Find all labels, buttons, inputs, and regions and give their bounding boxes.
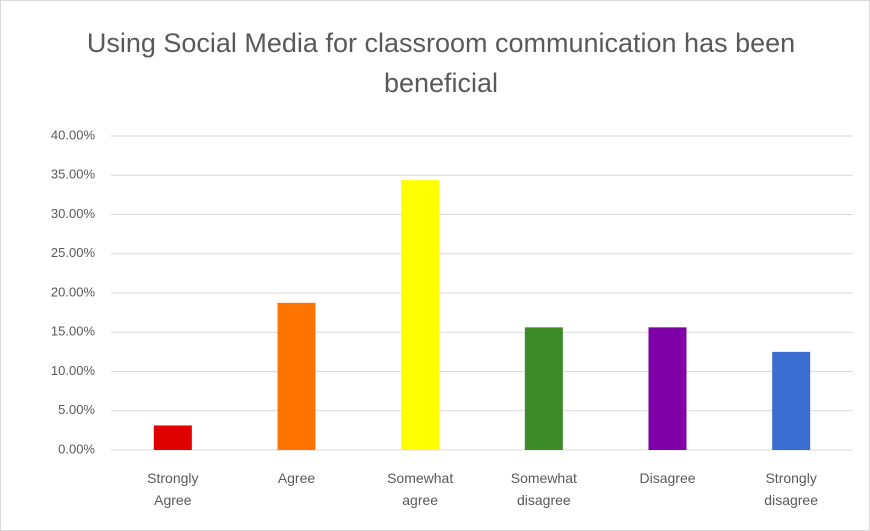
x-tick-label: Somewhat disagree [510, 470, 577, 508]
x-tick-label: Agree [277, 470, 316, 486]
x-tick-label: Disagree [639, 470, 696, 486]
y-tick-label: 30.00% [51, 206, 96, 221]
y-tick-label: 0.00% [58, 441, 95, 456]
x-tick-label: Somewhat agree [387, 470, 454, 508]
bar [524, 327, 563, 450]
chart-title: Using Social Media for classroom communi… [86, 28, 796, 98]
bar [153, 425, 192, 450]
bar [401, 180, 440, 450]
y-tick-label: 40.00% [51, 127, 96, 142]
bar [772, 351, 811, 450]
y-tick-label: 35.00% [51, 167, 96, 182]
y-tick-label: 25.00% [51, 245, 96, 260]
x-tick-label: Strongly Agree [147, 470, 199, 508]
bar [648, 327, 687, 450]
y-tick-label: 10.00% [51, 363, 96, 378]
y-tick-label: 15.00% [51, 324, 96, 339]
x-tick-label: Strongly disagree [764, 470, 818, 508]
y-tick-label: 5.00% [58, 402, 95, 417]
y-tick-label: 20.00% [51, 284, 96, 299]
bar [277, 302, 316, 450]
